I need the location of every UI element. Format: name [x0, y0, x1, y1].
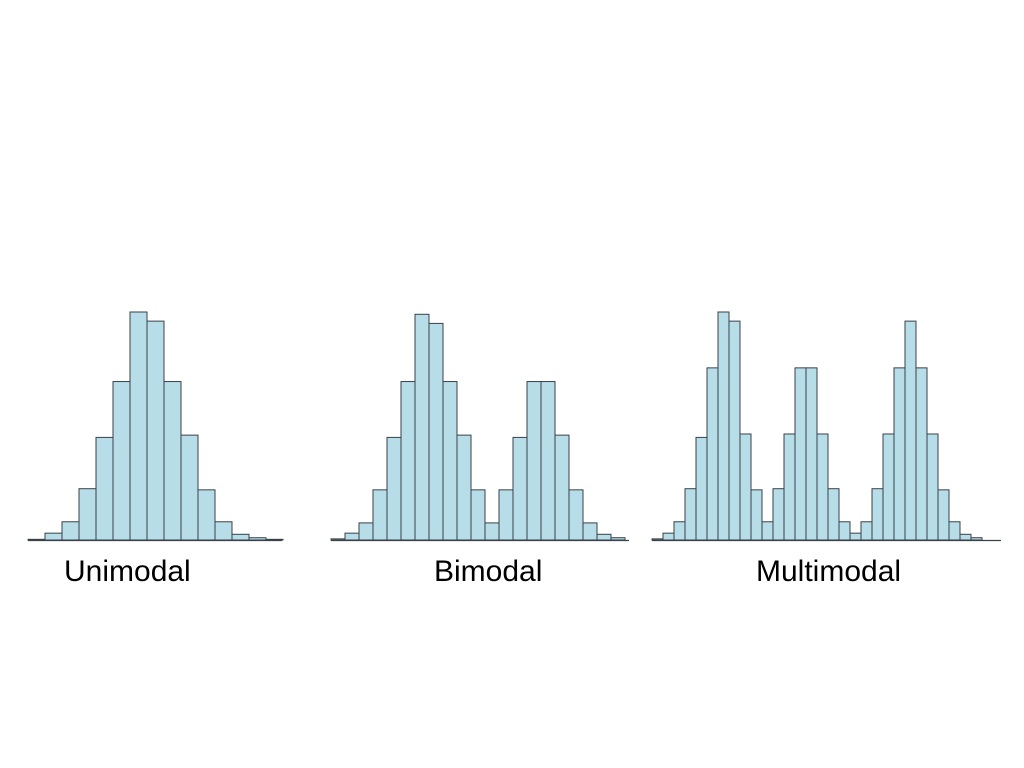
histogram-bar: [568, 489, 584, 541]
histogram-bar: [358, 522, 374, 541]
histogram-bar: [95, 436, 114, 541]
histogram-bar: [214, 521, 233, 541]
histogram-bar: [163, 381, 182, 541]
histogram-bar: [596, 533, 612, 541]
histogram-bar: [959, 533, 972, 541]
histogram-multimodal: [651, 311, 1001, 542]
histogram-bar: [816, 433, 829, 541]
histogram-bar: [330, 538, 346, 541]
histogram-bar: [540, 381, 556, 541]
histogram-bar: [651, 538, 664, 541]
histogram-bar: [400, 381, 416, 541]
histogram-bar: [456, 434, 472, 541]
histogram-bar: [582, 522, 598, 541]
histogram-bar: [484, 522, 500, 541]
histogram-bar: [78, 488, 97, 541]
histogram-bar: [248, 537, 267, 541]
histogram-bar: [673, 521, 686, 541]
chart-title-multimodal: Multimodal: [756, 555, 902, 588]
histogram-bar: [904, 320, 917, 541]
histogram-bar: [893, 367, 906, 541]
histogram-bar: [926, 433, 939, 541]
histogram-bar: [146, 320, 165, 541]
histogram-bar: [948, 521, 961, 541]
histogram-bar: [915, 367, 928, 541]
histogram-bar: [554, 434, 570, 541]
histogram-bar: [498, 489, 514, 541]
histogram-bar: [129, 311, 148, 541]
histogram-bar: [882, 433, 895, 541]
histogram-bar: [414, 313, 430, 541]
histogram-bar: [860, 521, 873, 541]
histogram-bar: [231, 533, 250, 541]
histogram-bar: [739, 433, 752, 541]
histogram-bar: [871, 488, 884, 541]
histogram-bar: [197, 489, 216, 541]
histogram-bar: [386, 436, 402, 541]
histogram-bar: [783, 433, 796, 541]
histogram-bar: [180, 434, 199, 541]
histogram-bar: [970, 537, 983, 541]
histogram-bar: [662, 532, 675, 541]
histogram-unimodal: [27, 311, 284, 542]
histogram-bar: [61, 521, 80, 541]
histogram-bar: [838, 521, 851, 541]
histogram-bar: [761, 521, 774, 541]
histogram-bar: [442, 381, 458, 541]
chart-title-bimodal: Bimodal: [434, 555, 543, 588]
histogram-bar: [344, 532, 360, 541]
histogram-bar: [772, 488, 785, 541]
histogram-bar: [684, 488, 697, 541]
histogram-bar: [728, 320, 741, 541]
histogram-bar: [794, 367, 807, 541]
histogram-bar: [512, 436, 528, 541]
histogram-bar: [470, 489, 486, 541]
histogram-bar: [827, 488, 840, 541]
histogram-bimodal: [330, 313, 629, 542]
histogram-bar: [805, 367, 818, 541]
histogram-bar: [44, 532, 63, 541]
histogram-bar: [27, 538, 46, 541]
histogram-bar: [937, 489, 950, 541]
histogram-bar: [265, 538, 284, 541]
histogram-bar: [717, 311, 730, 541]
histogram-bar: [526, 381, 542, 541]
chart-title-unimodal: Unimodal: [64, 555, 191, 588]
histogram-bar: [372, 489, 388, 541]
histogram-bar: [706, 367, 719, 541]
histogram-bar: [750, 489, 763, 541]
histogram-bar: [849, 532, 862, 541]
histogram-bar: [428, 322, 444, 541]
histogram-bar: [112, 381, 131, 541]
histogram-bar: [610, 537, 626, 541]
histogram-bar: [695, 436, 708, 541]
